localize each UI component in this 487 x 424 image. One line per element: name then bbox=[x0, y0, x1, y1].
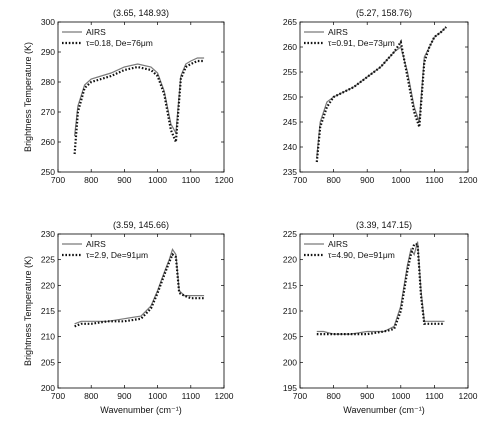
y-tick-label: 235 bbox=[283, 167, 297, 177]
x-tick-label: 700 bbox=[51, 391, 65, 401]
y-tick-label: 260 bbox=[283, 42, 297, 52]
y-tick-label: 205 bbox=[283, 332, 297, 342]
x-tick-label: 1200 bbox=[459, 175, 478, 185]
y-tick-label: 220 bbox=[41, 280, 55, 290]
x-tick-label: 1000 bbox=[391, 175, 410, 185]
y-tick-label: 280 bbox=[41, 77, 55, 87]
x-axis-label: Wavenumber (cm⁻¹) bbox=[100, 405, 181, 415]
x-tick-label: 1000 bbox=[391, 391, 410, 401]
series-line-model bbox=[316, 243, 445, 336]
chart-title: (3.65, 148.93) bbox=[113, 8, 169, 18]
x-tick-label: 900 bbox=[360, 175, 374, 185]
y-tick-label: 300 bbox=[41, 17, 55, 27]
x-tick-label: 900 bbox=[117, 175, 131, 185]
legend-label: τ=0.91, De=73μm bbox=[328, 38, 395, 48]
y-tick-label: 260 bbox=[41, 137, 55, 147]
y-tick-label: 205 bbox=[41, 357, 55, 367]
x-axis-label: Wavenumber (cm⁻¹) bbox=[343, 405, 424, 415]
y-tick-label: 200 bbox=[283, 357, 297, 367]
series-line-model bbox=[73, 59, 205, 155]
y-tick-label: 245 bbox=[283, 117, 297, 127]
x-tick-label: 700 bbox=[293, 391, 307, 401]
y-axis-label: Brightness Temperature (K) bbox=[23, 256, 33, 366]
chart-panel-3: (3.59, 145.66) 700 800 900 1000 1100 1200 200 20… bbox=[23, 220, 234, 415]
x-tick-label: 800 bbox=[84, 391, 98, 401]
chart-panel-4: (3.39, 147.15) 700 800 900 1000 1100 1200 195 20… bbox=[283, 220, 478, 415]
series-line-airs bbox=[74, 248, 205, 325]
y-tick-label: 270 bbox=[41, 107, 55, 117]
y-tick-label: 215 bbox=[283, 280, 297, 290]
plot-frame bbox=[57, 21, 225, 173]
y-tick-label: 210 bbox=[283, 306, 297, 316]
legend-label: τ=4.90, De=91μm bbox=[328, 250, 395, 260]
x-tick-label: 1200 bbox=[459, 391, 478, 401]
y-tick-label: 265 bbox=[283, 17, 297, 27]
y-tick-label: 220 bbox=[283, 255, 297, 265]
x-tick-label: 1100 bbox=[182, 391, 201, 401]
y-tick-label: 225 bbox=[41, 255, 55, 265]
y-tick-label: 200 bbox=[41, 383, 55, 393]
x-tick-label: 1000 bbox=[148, 175, 167, 185]
chart-panel-2: (5.27, 158.76) 700 800 900 1000 1100 1200 235 24… bbox=[283, 8, 478, 185]
legend-label: AIRS bbox=[86, 239, 106, 249]
y-axis-label: Brightness Temperature (K) bbox=[23, 42, 33, 152]
y-tick-label: 225 bbox=[283, 229, 297, 239]
y-tick-label: 210 bbox=[41, 332, 55, 342]
x-tick-label: 800 bbox=[327, 175, 341, 185]
y-tick-label: 240 bbox=[283, 142, 297, 152]
x-tick-label: 700 bbox=[293, 175, 307, 185]
y-tick-label: 255 bbox=[283, 67, 297, 77]
y-tick-label: 290 bbox=[41, 47, 55, 57]
chart-panel-1: (3.65, 148.93) 700 800 900 1000 1100 1200 250 26… bbox=[23, 8, 234, 185]
series-line-airs bbox=[74, 57, 205, 137]
legend-label: AIRS bbox=[328, 239, 348, 249]
x-tick-label: 900 bbox=[117, 391, 131, 401]
chart-title: (3.59, 145.66) bbox=[113, 220, 169, 230]
x-tick-label: 1000 bbox=[148, 391, 167, 401]
legend-label: τ=0.18, De=76μm bbox=[86, 38, 153, 48]
y-tick-label: 215 bbox=[41, 306, 55, 316]
x-tick-label: 800 bbox=[84, 175, 98, 185]
legend-label: AIRS bbox=[86, 27, 106, 37]
x-tick-label: 1200 bbox=[215, 391, 234, 401]
chart-title: (5.27, 158.76) bbox=[356, 8, 412, 18]
x-tick-label: 1200 bbox=[215, 175, 234, 185]
x-tick-label: 1100 bbox=[425, 391, 444, 401]
y-tick-label: 250 bbox=[283, 92, 297, 102]
x-tick-label: 700 bbox=[51, 175, 65, 185]
series-line-model bbox=[74, 252, 205, 328]
y-tick-label: 230 bbox=[41, 229, 55, 239]
x-tick-label: 900 bbox=[360, 391, 374, 401]
y-tick-label: 195 bbox=[283, 383, 297, 393]
x-tick-label: 1100 bbox=[182, 175, 201, 185]
x-tick-label: 800 bbox=[327, 391, 341, 401]
y-tick-label: 250 bbox=[41, 167, 55, 177]
chart-title: (3.39, 147.15) bbox=[356, 220, 412, 230]
legend-label: τ=2.9, De=91μm bbox=[86, 250, 148, 260]
series-line-model bbox=[315, 26, 447, 163]
x-tick-label: 1100 bbox=[425, 175, 444, 185]
legend-label: AIRS bbox=[328, 27, 348, 37]
